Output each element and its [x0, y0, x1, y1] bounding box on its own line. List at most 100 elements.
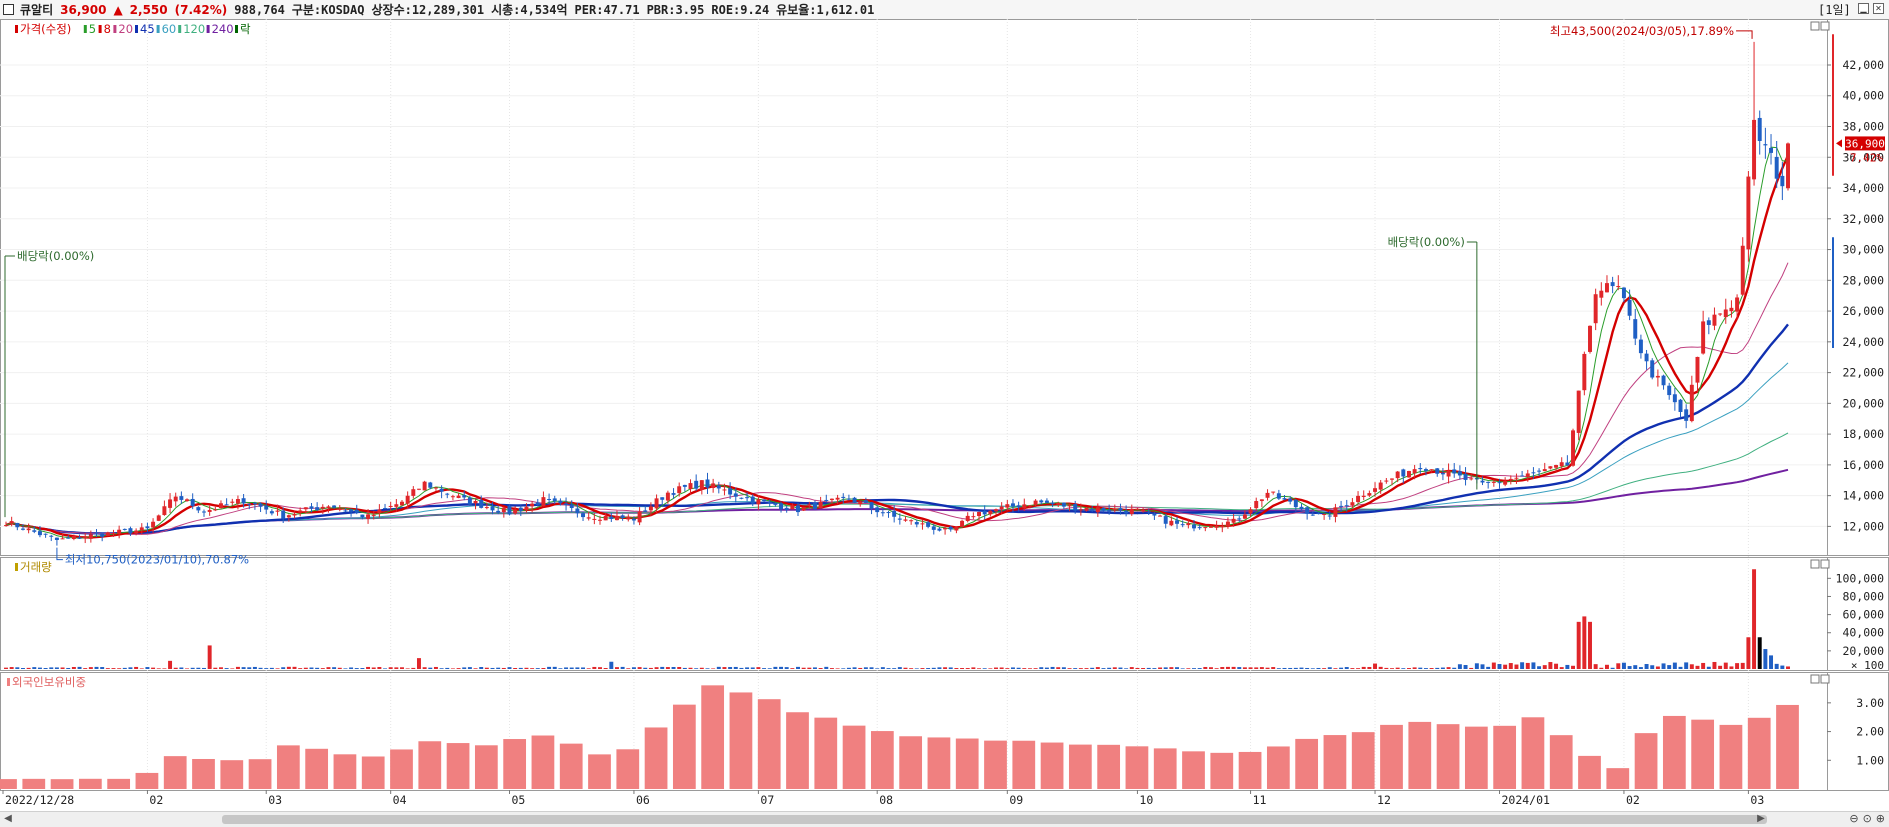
volume-bar	[428, 667, 433, 669]
low-annotation: 최저10,750(2023/01/10),70.87%	[65, 553, 249, 567]
candle-body	[790, 505, 795, 510]
volume-bar	[1152, 668, 1157, 669]
candle-body	[196, 507, 201, 511]
volume-bar	[1457, 664, 1462, 669]
foreign-bar	[1776, 704, 1799, 789]
minimize-icon[interactable]: ▁	[1858, 3, 1869, 14]
volume-bar	[1469, 667, 1474, 669]
volume-value: 988,764	[234, 2, 285, 17]
candle-body	[49, 535, 54, 537]
volume-bar	[1022, 668, 1027, 669]
volume-bar	[326, 667, 331, 669]
last-pct-tag: 7.42%	[1850, 151, 1883, 164]
price-panel-maximize-icon[interactable]	[1810, 21, 1820, 31]
foreign-bar	[559, 743, 583, 789]
volume-bar	[1061, 667, 1066, 669]
volume-bar	[1027, 668, 1032, 669]
volume-bar	[1395, 667, 1400, 669]
volume-bar	[1548, 662, 1553, 669]
volume-bar	[609, 661, 614, 669]
volume-bar	[575, 667, 580, 669]
volume-bar	[247, 667, 252, 669]
candle-body	[1305, 507, 1310, 514]
dividend-marker-1	[4, 255, 15, 518]
volume-bar	[1339, 667, 1344, 669]
candle-body	[1452, 469, 1457, 474]
horizontal-scrollbar[interactable]: ◀ ▶	[0, 811, 1889, 827]
candle-body	[1621, 287, 1626, 299]
volume-bar	[1627, 666, 1632, 669]
scroll-left-icon[interactable]: ◀	[4, 813, 12, 824]
candle-body	[1672, 394, 1677, 403]
candle-body	[326, 506, 331, 509]
candle-body	[207, 509, 212, 512]
volume-bar	[1356, 668, 1361, 669]
volume-bar	[1378, 666, 1383, 669]
high-pointer-icon	[1736, 30, 1753, 39]
candle-body	[914, 522, 919, 525]
volume-bar	[275, 668, 280, 669]
candle-body	[32, 530, 37, 532]
scroll-thumb[interactable]	[222, 815, 1767, 824]
candle-body	[937, 528, 942, 531]
volume-bar	[660, 666, 665, 669]
candle-body	[569, 504, 574, 509]
volume-panel-maximize-icon[interactable]	[1810, 559, 1820, 569]
candle-body	[1446, 470, 1451, 477]
candle-body	[156, 515, 161, 521]
candle-body	[1282, 498, 1287, 500]
zoom-reset-icon[interactable]: ⊙	[1862, 812, 1872, 825]
candle-body	[349, 509, 354, 512]
candle-body	[445, 493, 450, 495]
candle-body	[1175, 520, 1180, 524]
volume-bar	[1197, 668, 1202, 669]
volume-bar	[1118, 667, 1123, 669]
volume-tick-label: 100,000	[1836, 571, 1885, 585]
candle-body	[1774, 156, 1779, 179]
volume-bar	[1373, 663, 1378, 669]
candle-body	[1101, 507, 1106, 511]
volume-bar	[32, 667, 37, 669]
volume-bar	[1774, 663, 1779, 669]
zoom-in-icon[interactable]: ⊕	[1875, 812, 1885, 825]
zoom-out-icon[interactable]: ⊖	[1849, 812, 1859, 825]
volume-bar	[1248, 667, 1253, 669]
scroll-right-icon[interactable]: ▶	[1757, 813, 1765, 824]
candle-body	[1276, 493, 1281, 499]
legend-label: 45	[140, 22, 155, 36]
candle-body	[1141, 510, 1146, 512]
change-percent: (7.42%)	[174, 2, 228, 17]
candle-body	[626, 517, 631, 520]
candle-body	[1588, 325, 1592, 352]
close-icon[interactable]: ✕	[1873, 3, 1884, 14]
price-tick-label: 26,000	[1842, 304, 1884, 318]
volume-bar	[711, 668, 716, 669]
volume-bar	[1633, 665, 1638, 669]
candle-body	[931, 526, 936, 530]
candle-body	[1288, 498, 1293, 502]
volume-bar	[332, 667, 337, 669]
period-selector[interactable]: [1일]	[1818, 3, 1851, 17]
volume-bar	[1327, 667, 1332, 669]
candle-body	[1491, 481, 1496, 483]
candle-body	[801, 506, 806, 511]
volume-bar	[937, 667, 942, 669]
volume-bar	[377, 667, 382, 669]
volume-bar	[705, 668, 710, 669]
volume-bar	[1723, 662, 1728, 669]
candle-body	[134, 530, 139, 534]
candle-body	[1571, 430, 1576, 466]
candle-body	[722, 489, 727, 491]
foreign-panel-maximize-icon[interactable]	[1810, 674, 1820, 684]
foreign-panel-close-icon[interactable]	[1820, 674, 1830, 684]
window-menu-icon[interactable]	[3, 4, 14, 15]
candle-body	[1661, 375, 1666, 386]
candle-body	[264, 505, 269, 510]
volume-bar	[1525, 662, 1530, 669]
price-panel-close-icon[interactable]	[1820, 21, 1830, 31]
volume-panel-close-icon[interactable]	[1820, 559, 1830, 569]
volume-bar	[903, 667, 908, 669]
volume-bar	[1299, 667, 1304, 669]
candle-body	[179, 496, 184, 500]
panel-frame	[0, 19, 1828, 556]
